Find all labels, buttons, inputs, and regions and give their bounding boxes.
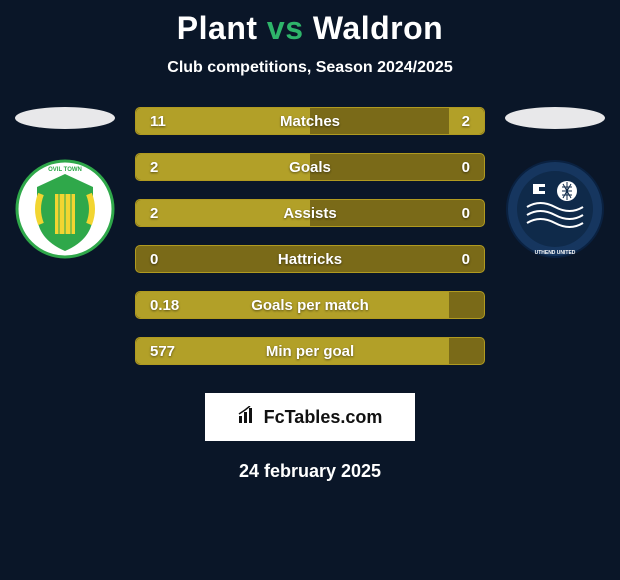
right-club-crest: UTHEND UNITED [505,159,605,259]
branding-text: FcTables.com [264,407,383,428]
vs-text: vs [267,10,304,46]
stat-bar: 0.18Goals per match [135,291,485,319]
footer-date: 24 february 2025 [0,461,620,482]
stat-label: Matches [136,113,484,130]
stat-label: Goals per match [136,297,484,314]
player1-name: Plant [177,10,258,46]
subtitle: Club competitions, Season 2024/2025 [0,59,620,77]
stat-bar: 11Matches2 [135,107,485,135]
comparison-card: Plant vs Waldron Club competitions, Seas… [0,0,620,482]
stat-label: Hattricks [136,251,484,268]
stat-label: Assists [136,205,484,222]
right-silhouette [505,107,605,129]
stat-label: Goals [136,159,484,176]
stat-bar: 2Assists0 [135,199,485,227]
left-silhouette [15,107,115,129]
page-title: Plant vs Waldron [0,10,620,47]
main-row: OVIL TOWN 11Matches2 2Goals0 2Assists0 0Hat… [0,107,620,383]
stat-bar: 577Min per goal [135,337,485,365]
stat-label: Min per goal [136,343,484,360]
svg-text:OVIL TOWN: OVIL TOWN [48,167,82,173]
player2-name: Waldron [313,10,443,46]
right-crest-column: UTHEND UNITED [500,107,610,259]
branding-badge[interactable]: FcTables.com [205,393,415,441]
svg-text:UTHEND UNITED: UTHEND UNITED [535,250,576,256]
crest-left-svg: OVIL TOWN [15,159,115,259]
stats-bars: 11Matches2 2Goals0 2Assists0 0Hattricks0 0.1… [120,107,500,383]
stat-bar: 0Hattricks0 [135,245,485,273]
left-club-crest: OVIL TOWN [15,159,115,259]
chart-icon [238,406,258,429]
stat-bar: 2Goals0 [135,153,485,181]
left-crest-column: OVIL TOWN [10,107,120,259]
crest-right-svg: UTHEND UNITED [505,159,605,259]
